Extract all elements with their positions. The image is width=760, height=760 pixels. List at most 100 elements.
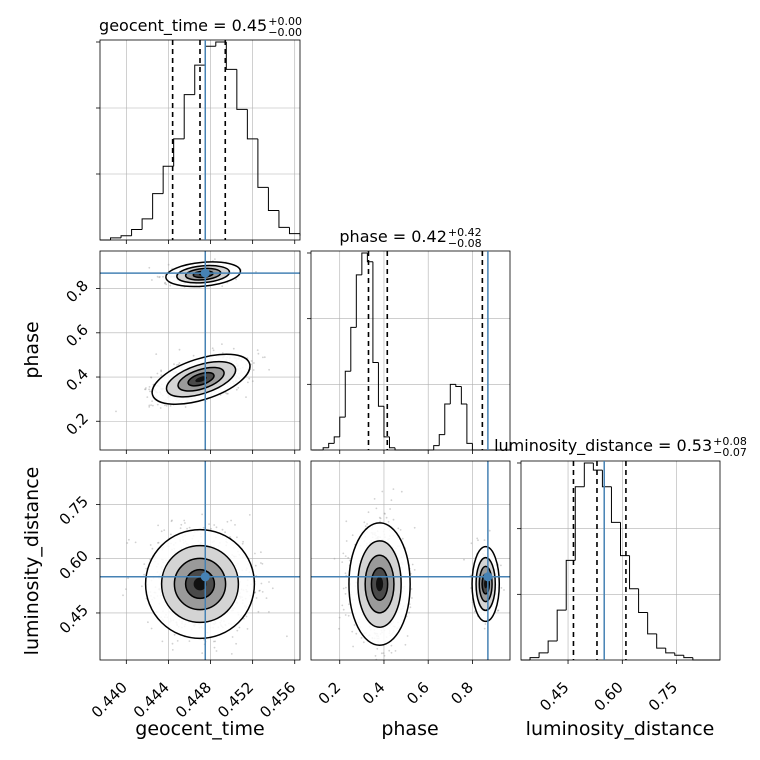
scatter-point xyxy=(213,646,216,649)
hist-bin xyxy=(683,655,693,659)
hist-bin xyxy=(638,588,648,614)
panel-frame xyxy=(310,460,511,661)
scatter-point xyxy=(379,520,381,523)
scatter-point xyxy=(385,516,388,519)
scatter-point xyxy=(258,590,261,592)
scatter-point xyxy=(497,609,500,612)
scatter-point xyxy=(404,643,407,646)
x-axis-label: geocent_time xyxy=(135,718,264,740)
scatter-point xyxy=(179,527,182,530)
scatter-point xyxy=(263,356,266,359)
scatter-point xyxy=(338,627,340,630)
scatter-point xyxy=(241,542,244,545)
density-content xyxy=(100,251,300,450)
scatter-point xyxy=(134,541,137,544)
hist-bin xyxy=(152,193,164,219)
scatter-point xyxy=(345,540,348,542)
scatter-point xyxy=(338,616,341,619)
scatter-point xyxy=(235,278,238,281)
scatter-point xyxy=(157,541,160,544)
scatter-point xyxy=(122,594,124,597)
scatter-point xyxy=(176,640,179,642)
scatter-point xyxy=(215,526,218,529)
title-subscript: −0.08 xyxy=(448,237,482,250)
scatter-point xyxy=(126,542,129,544)
scatter-point xyxy=(150,627,153,630)
scatter-point xyxy=(252,369,255,371)
hist-panel-geocent_time xyxy=(96,39,301,244)
hist-bin xyxy=(556,609,567,642)
scatter-point xyxy=(271,587,274,590)
scatter-point xyxy=(352,645,354,648)
panel-title-phase: phase = 0.42 +0.42−0.08 xyxy=(339,226,481,250)
scatter-point xyxy=(342,587,345,590)
hist-panel-luminosity_distance xyxy=(517,460,721,664)
scatter-point xyxy=(363,521,366,524)
hist-bin xyxy=(620,522,630,557)
scatter-point xyxy=(171,642,174,645)
scatter-point xyxy=(184,522,186,524)
scatter-point xyxy=(146,396,149,398)
hist-bin xyxy=(444,403,451,435)
scatter-point xyxy=(159,407,162,409)
scatter-point xyxy=(158,276,161,278)
scatter-point xyxy=(256,349,259,351)
scatter-point xyxy=(162,275,164,278)
scatter-point xyxy=(392,518,395,521)
density-contour xyxy=(193,577,207,591)
x-axis-label: phase xyxy=(381,718,438,740)
scatter-point xyxy=(341,561,344,563)
scatter-point xyxy=(382,652,385,654)
y-tick-label: 0.75 xyxy=(56,492,92,528)
title-superscript: +0.00 xyxy=(268,15,302,28)
scatter-point xyxy=(226,392,228,395)
scatter-point xyxy=(202,526,205,529)
title-superscript: +0.08 xyxy=(713,435,747,448)
scatter-point xyxy=(147,621,149,624)
scatter-point xyxy=(188,640,191,642)
scatter-point xyxy=(250,360,253,362)
scatter-point xyxy=(157,542,159,544)
hist-bin xyxy=(460,386,467,405)
hist-bin xyxy=(131,228,143,236)
scatter-point xyxy=(144,388,146,391)
scatter-point xyxy=(353,624,356,626)
scatter-point xyxy=(143,563,146,565)
scatter-point xyxy=(374,655,377,657)
scatter-point xyxy=(383,654,386,657)
scatter-point xyxy=(364,525,367,527)
hist-bin xyxy=(183,94,195,139)
scatter-point xyxy=(212,349,215,352)
title-subscript: −0.07 xyxy=(713,446,747,459)
scatter-point xyxy=(127,577,129,579)
scatter-point xyxy=(360,637,363,639)
scatter-point xyxy=(164,281,167,284)
scatter-point xyxy=(170,533,172,536)
scatter-point xyxy=(268,611,270,613)
scatter-point xyxy=(260,562,262,564)
y-tick-label: 0.60 xyxy=(56,547,92,583)
scatter-point xyxy=(156,403,159,406)
scatter-point xyxy=(149,390,151,393)
scatter-point xyxy=(500,587,503,589)
scatter-point xyxy=(344,555,347,557)
scatter-point xyxy=(394,650,397,652)
hist-bin xyxy=(449,383,456,405)
scatter-point xyxy=(160,370,163,373)
scatter-point xyxy=(148,266,151,269)
hist-bin xyxy=(344,370,351,418)
density-contour xyxy=(484,579,488,589)
scatter-point xyxy=(221,343,223,345)
x-tick-label: 0.444 xyxy=(130,678,173,721)
title-superscript: +0.42 xyxy=(448,226,482,239)
y-tick-label: 0.8 xyxy=(62,277,92,307)
scatter-point xyxy=(148,388,151,391)
panel-title-luminosity_distance: luminosity_distance = 0.53 +0.08−0.07 xyxy=(494,435,747,459)
scatter-point xyxy=(213,640,215,643)
scatter-point xyxy=(158,276,161,279)
density-content xyxy=(100,461,300,660)
scatter-point xyxy=(148,404,151,407)
scatter-point xyxy=(145,567,148,570)
hist-bin xyxy=(647,612,657,635)
